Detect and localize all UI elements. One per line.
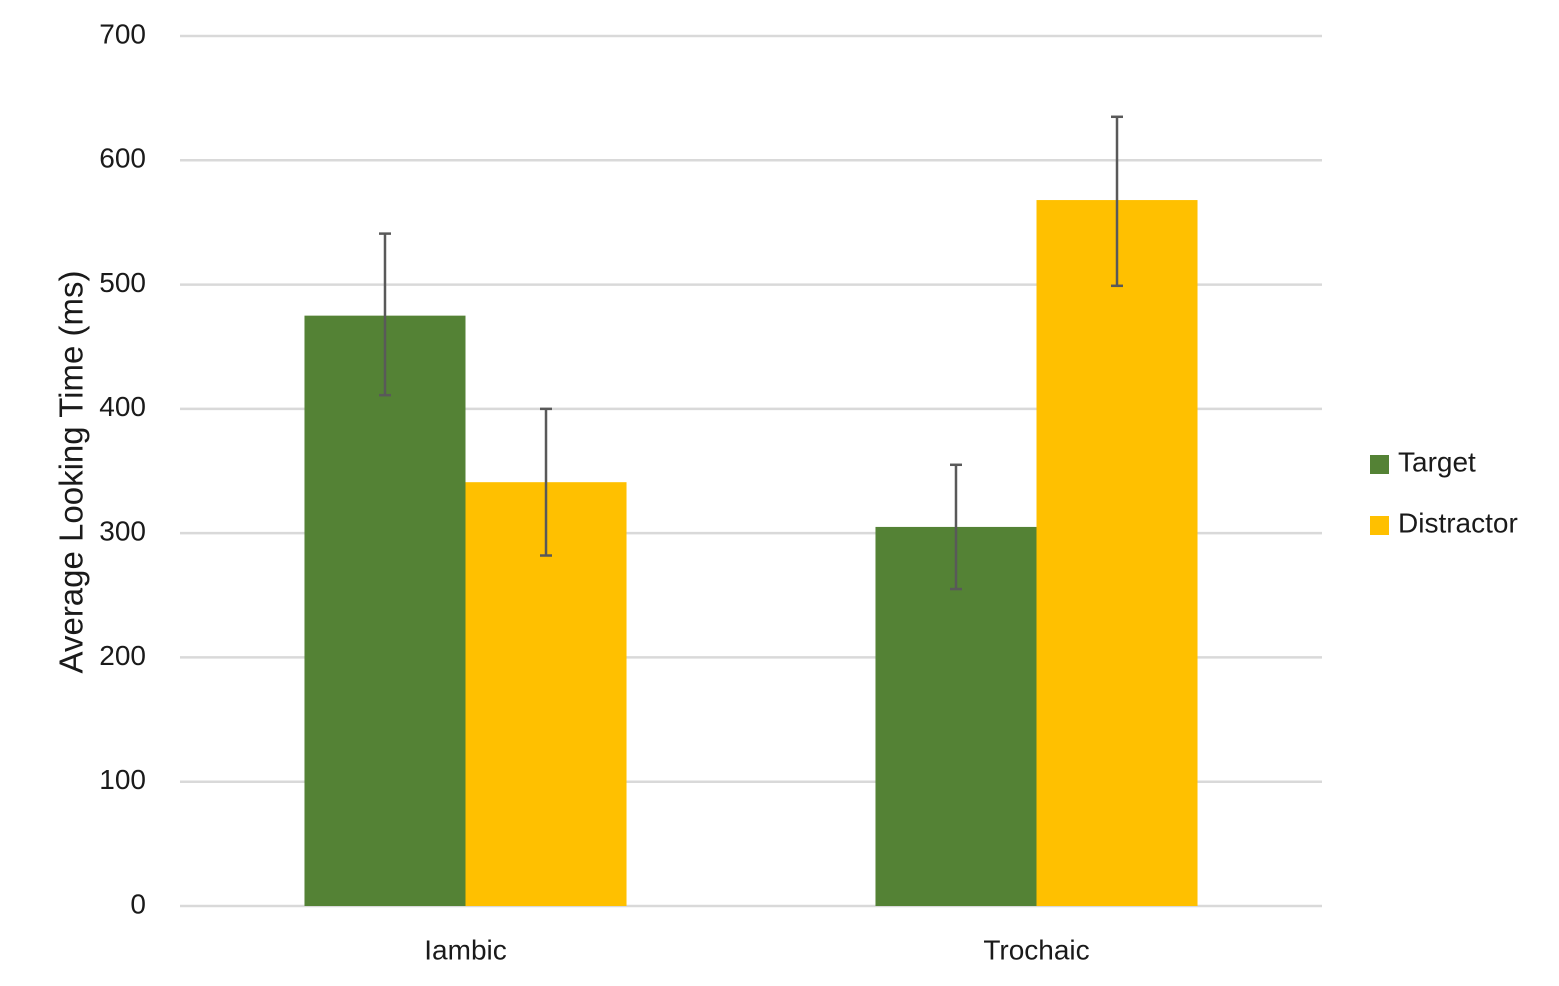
- legend-swatch: [1370, 455, 1389, 474]
- y-tick-label: 500: [99, 267, 146, 298]
- bar-distractor-trochaic: [1036, 200, 1198, 907]
- error-bar-distractor-trochaic: [1111, 115, 1124, 288]
- legend-item-distractor: Distractor: [1370, 507, 1518, 538]
- y-tick-label: 400: [99, 391, 146, 422]
- error-bar-distractor-iambic: [540, 407, 553, 557]
- y-axis-title: Average Looking Time (ms): [53, 271, 90, 674]
- x-tick-labels: Iambic Trochaic: [424, 934, 1089, 965]
- y-tick-label: 600: [99, 143, 146, 174]
- legend-item-target: Target: [1370, 446, 1476, 477]
- error-bar-target-trochaic: [949, 463, 962, 591]
- bars: [304, 200, 1198, 907]
- legend-swatch: [1370, 516, 1389, 535]
- y-tick-label: 300: [99, 516, 146, 547]
- error-bar-target-iambic: [378, 232, 391, 397]
- legend-label: Distractor: [1398, 507, 1518, 538]
- y-tick-label: 0: [130, 888, 146, 919]
- y-tick-label: 100: [99, 764, 146, 795]
- bar-target-iambic: [304, 315, 466, 907]
- y-tick-labels: 0 100 200 300 400 500 600 700: [99, 18, 146, 919]
- error-bars: [378, 115, 1124, 591]
- x-tick-label: Iambic: [424, 934, 506, 965]
- legend-label: Target: [1398, 446, 1476, 477]
- y-tick-label: 200: [99, 640, 146, 671]
- y-tick-label: 700: [99, 18, 146, 49]
- x-tick-label: Trochaic: [983, 934, 1089, 965]
- legend: Target Distractor: [1370, 446, 1518, 538]
